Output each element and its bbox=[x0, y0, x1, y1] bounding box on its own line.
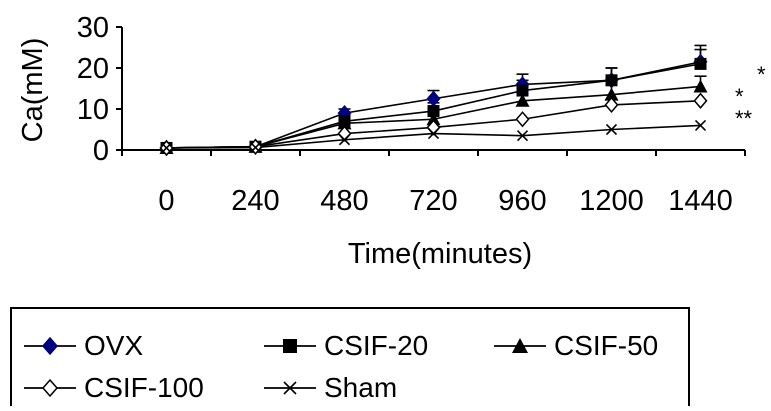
legend-csif-100-label: CSIF-100 bbox=[84, 372, 204, 403]
data-point-sham-stroke-b bbox=[427, 128, 440, 140]
x-tick-label: 0 bbox=[158, 185, 174, 217]
legend-marker bbox=[42, 336, 58, 356]
data-point-sham-stroke-b bbox=[694, 119, 707, 131]
data-point-csif-20 bbox=[516, 84, 529, 97]
series-markers bbox=[159, 53, 708, 157]
legend-csif-50-label: CSIF-50 bbox=[554, 330, 659, 361]
annotation-2: * bbox=[735, 84, 744, 109]
x-tick-label: 1200 bbox=[579, 185, 644, 217]
y-tick-label: 10 bbox=[77, 94, 109, 126]
legend-marker bbox=[42, 378, 58, 398]
y-axis-label: Ca(mM) bbox=[17, 38, 49, 143]
y-tick-label: 0 bbox=[93, 135, 109, 167]
data-point-csif-50 bbox=[515, 93, 530, 107]
annotation-1: * bbox=[757, 62, 766, 87]
legend-marker bbox=[283, 339, 297, 353]
data-point-sham bbox=[160, 142, 173, 154]
x-tick-label: 1440 bbox=[668, 185, 733, 217]
legend-item-sham: Sham bbox=[262, 365, 397, 411]
x-tick-label: 240 bbox=[231, 185, 279, 217]
data-point-csif-50 bbox=[426, 112, 441, 126]
data-point-sham-stroke-b bbox=[605, 123, 618, 136]
data-point-ovx bbox=[426, 90, 441, 107]
data-point-sham-stroke-b bbox=[160, 142, 173, 154]
data-point-sham bbox=[516, 130, 529, 142]
data-point-sham bbox=[605, 123, 618, 136]
legend-marker bbox=[512, 338, 528, 353]
data-point-sham bbox=[694, 119, 707, 131]
x-tick-label: 960 bbox=[498, 185, 546, 217]
chart: 0 10 20 30 0 240 480 720 960 1200 1440 Time(minute… bbox=[17, 12, 766, 270]
data-point-sham-stroke-b bbox=[516, 130, 529, 142]
legend-item-csif-50: CSIF-50 bbox=[492, 323, 658, 369]
data-point-csif-20 bbox=[694, 57, 707, 70]
significance-annotations: * * ** bbox=[735, 62, 766, 131]
legend-row-2: CSIF-100 Sham bbox=[12, 365, 688, 411]
data-point-csif-50 bbox=[693, 79, 708, 93]
data-point-sham-stroke-b bbox=[249, 141, 262, 154]
axis-labels: Time(minutes) Ca(mM) bbox=[17, 38, 532, 270]
data-point-csif-50 bbox=[337, 116, 352, 130]
x-axis-label: Time(minutes) bbox=[348, 238, 532, 270]
legend-sham-label: Sham bbox=[324, 372, 398, 403]
annotation-3: ** bbox=[735, 106, 753, 131]
data-point-csif-100 bbox=[515, 111, 530, 128]
legend-item-csif-100: CSIF-100 bbox=[22, 365, 204, 411]
data-point-sham bbox=[249, 141, 262, 154]
y-tick-label: 30 bbox=[77, 12, 109, 44]
x-tick-label: 480 bbox=[320, 185, 368, 217]
legend-marker bbox=[283, 381, 297, 395]
legend-csif-100-symbol bbox=[24, 378, 76, 398]
data-point-csif-100 bbox=[693, 92, 708, 109]
legend: OVX CSIF-20 CSIF-50 CSIF-100 Sham bbox=[10, 307, 690, 406]
data-point-csif-50 bbox=[604, 87, 619, 101]
x-tick-label: 720 bbox=[409, 185, 457, 217]
legend-item-csif-20: CSIF-20 bbox=[262, 323, 428, 369]
legend-sham-symbol bbox=[264, 381, 316, 395]
axes: 0 10 20 30 0 240 480 720 960 1200 1440 bbox=[77, 12, 746, 217]
y-tick-label: 20 bbox=[77, 53, 109, 85]
data-point-csif-100 bbox=[604, 96, 619, 114]
legend-ovx-label: OVX bbox=[84, 330, 144, 361]
legend-csif-50-symbol bbox=[494, 338, 546, 353]
legend-item-ovx: OVX bbox=[22, 323, 143, 369]
data-point-sham bbox=[427, 128, 440, 140]
legend-row-1: OVX CSIF-20 CSIF-50 bbox=[12, 323, 688, 369]
legend-ovx-symbol bbox=[24, 336, 76, 356]
legend-csif-20-symbol bbox=[264, 339, 316, 353]
data-point-sham-stroke-b bbox=[338, 134, 351, 146]
legend-marker-stroke-b bbox=[283, 381, 297, 395]
data-point-sham bbox=[338, 134, 351, 146]
legend-csif-20-label: CSIF-20 bbox=[324, 330, 429, 361]
data-point-csif-20 bbox=[427, 105, 440, 118]
data-point-csif-20 bbox=[605, 74, 618, 87]
